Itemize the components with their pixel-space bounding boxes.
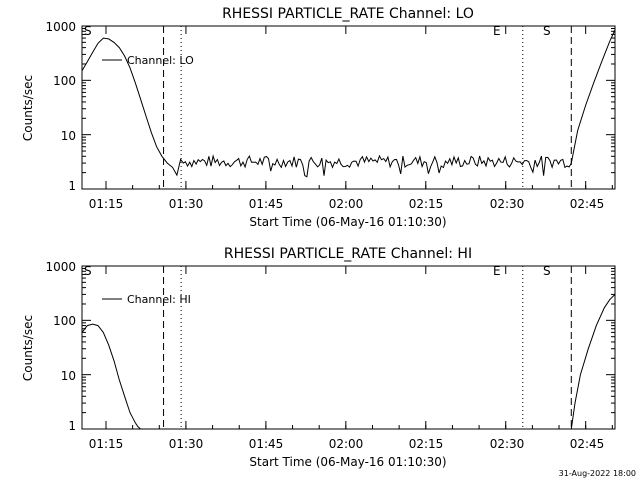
x-tick-label: 02:45 <box>570 197 605 211</box>
panel-lo: RHESSI PARTICLE_RATE Channel: LO Counts/… <box>21 6 616 229</box>
x-tick-label: 02:15 <box>409 197 444 211</box>
y-tick-label: 1 <box>68 419 76 433</box>
x-tick-label: 01:15 <box>89 437 124 451</box>
panel-hi: RHESSI PARTICLE_RATE Channel: HI Counts/… <box>21 246 616 469</box>
legend: Channel: LO <box>102 54 194 67</box>
tick-marks <box>82 25 615 190</box>
tick-marks <box>82 265 615 430</box>
y-tick-label: 1 <box>68 179 76 193</box>
x-tick-label: 02:30 <box>490 197 525 211</box>
y-ticks: 1 10 100 1000 <box>45 260 76 433</box>
plot-frame <box>81 25 616 190</box>
series-line <box>81 29 616 178</box>
series-line <box>81 294 616 430</box>
marker-lines <box>163 266 616 429</box>
x-tick-label: 02:15 <box>409 437 444 451</box>
legend: Channel: HI <box>102 293 191 306</box>
x-tick-label: 02:00 <box>329 437 364 451</box>
date-stamp: 31-Aug-2022 18:00 <box>559 469 636 478</box>
x-tick-label: 01:45 <box>249 437 284 451</box>
x-tick-label: 01:30 <box>169 437 204 451</box>
y-tick-label: 100 <box>53 314 76 328</box>
x-tick-label: 02:00 <box>329 197 364 211</box>
y-axis-label: Counts/sec <box>21 315 35 381</box>
marker-label: S <box>84 24 92 38</box>
marker-labels: S E S <box>84 264 551 278</box>
x-tick-label: 01:30 <box>169 197 204 211</box>
marker-label: E <box>493 24 501 38</box>
x-axis-label: Start Time (06-May-16 01:10:30) <box>249 455 446 469</box>
panel-title: RHESSI PARTICLE_RATE Channel: LO <box>222 6 474 22</box>
marker-labels: S E S <box>84 24 551 38</box>
x-ticks: 01:15 01:30 01:45 02:00 02:15 02:30 02:4… <box>89 437 605 451</box>
panel-title: RHESSI PARTICLE_RATE Channel: HI <box>224 246 472 262</box>
y-tick-label: 100 <box>53 74 76 88</box>
marker-label: E <box>493 264 501 278</box>
marker-label: S <box>84 264 92 278</box>
y-axis-label: Counts/sec <box>21 75 35 141</box>
x-axis-label: Start Time (06-May-16 01:10:30) <box>249 215 446 229</box>
legend-label: Channel: HI <box>127 293 191 306</box>
plot-frame <box>81 265 616 430</box>
x-ticks: 01:15 01:30 01:45 02:00 02:15 02:30 02:4… <box>89 197 605 211</box>
x-tick-label: 02:30 <box>490 437 525 451</box>
marker-label: S <box>543 264 551 278</box>
y-tick-label: 10 <box>61 129 76 143</box>
marker-label: S <box>543 24 551 38</box>
x-tick-label: 01:45 <box>249 197 284 211</box>
legend-label: Channel: LO <box>127 54 194 67</box>
y-tick-label: 1000 <box>45 260 76 274</box>
x-tick-label: 01:15 <box>89 197 124 211</box>
x-tick-label: 02:45 <box>570 437 605 451</box>
y-tick-label: 10 <box>61 369 76 383</box>
y-tick-label: 1000 <box>45 20 76 34</box>
y-ticks: 1 10 100 1000 <box>45 20 76 193</box>
